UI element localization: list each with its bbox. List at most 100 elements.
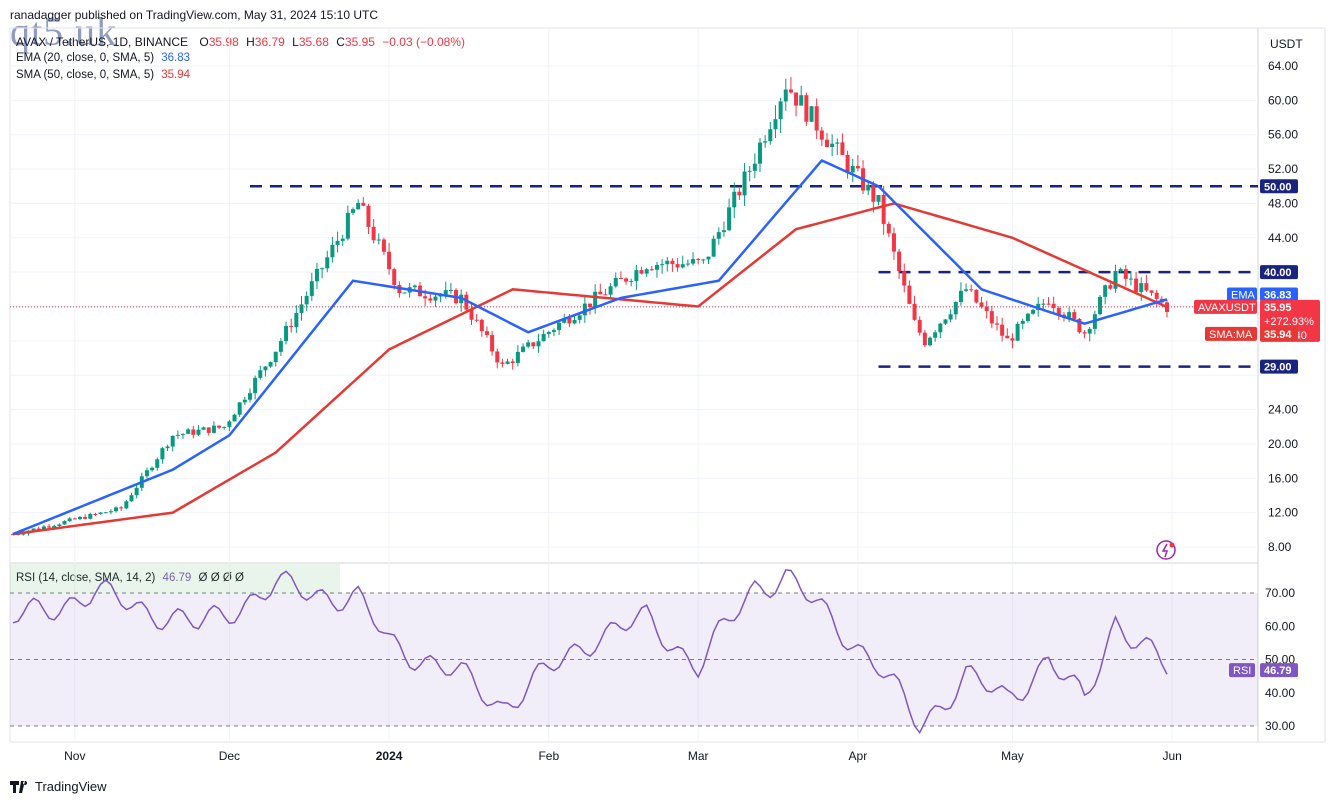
- candle-body: [1041, 303, 1046, 305]
- candle-body: [479, 319, 484, 332]
- candle-body: [284, 325, 289, 342]
- candle-body: [603, 294, 608, 296]
- candle-body: [824, 139, 829, 148]
- candle-body: [356, 202, 361, 210]
- candle-body: [675, 264, 680, 268]
- candle-body: [67, 518, 72, 522]
- candle-body: [639, 270, 644, 274]
- candle-body: [351, 209, 356, 213]
- sma-value-tag-label: 35.94: [1264, 329, 1292, 341]
- sma-name-tag-label: SMA:MA: [1209, 329, 1253, 341]
- candle-body: [114, 507, 119, 512]
- price-tick-label: 24.00: [1268, 403, 1298, 417]
- ema-legend-value: 36.83: [161, 52, 191, 64]
- candle-body: [794, 92, 799, 106]
- alert-clock-icon[interactable]: [1156, 540, 1176, 560]
- candle-body: [72, 518, 77, 520]
- candle-body: [500, 362, 505, 364]
- candle-body: [763, 141, 768, 143]
- candle-body: [381, 239, 386, 252]
- candle-body: [567, 317, 572, 324]
- candle-body: [938, 323, 943, 333]
- candle-body: [52, 525, 57, 528]
- candle-body: [526, 342, 531, 347]
- time-tick-label: May: [1001, 749, 1024, 763]
- time-tick-label: Mar: [688, 749, 709, 763]
- candle-body: [217, 425, 222, 428]
- rsi-extra-2: Ø: [210, 572, 220, 584]
- candle-body: [1000, 324, 1005, 336]
- candle-body: [758, 142, 763, 164]
- candle-body: [206, 427, 211, 433]
- candle-body: [742, 171, 747, 196]
- candle-body: [727, 207, 732, 231]
- candle-body: [752, 163, 757, 171]
- candle-body: [593, 291, 598, 308]
- candle-body: [119, 507, 124, 509]
- rsi-tick-label: 60.00: [1265, 619, 1295, 633]
- candle-body: [1056, 308, 1061, 315]
- rsi-tick-label: 70.00: [1265, 586, 1295, 600]
- rsi-tick-label: 50.00: [1265, 653, 1295, 667]
- high-value: 36.79: [254, 35, 285, 49]
- candle-body: [701, 259, 706, 261]
- candle-body: [309, 281, 314, 296]
- watermark: qt5.uk: [10, 9, 118, 54]
- candle-body: [582, 303, 587, 316]
- candle-body: [258, 370, 263, 378]
- candle-body: [181, 433, 186, 435]
- candle-body: [732, 191, 737, 208]
- candle-body: [845, 154, 850, 173]
- price-tick-label: 44.00: [1268, 231, 1298, 245]
- open-value: 35.98: [208, 35, 239, 49]
- candle-body: [928, 337, 933, 346]
- sma-legend[interactable]: SMA (50, close, 0, SMA, 5) 35.94: [16, 69, 190, 81]
- candle-body: [469, 309, 474, 320]
- candle-body: [1031, 309, 1036, 314]
- candle-body: [830, 143, 835, 148]
- candle-body: [361, 202, 366, 206]
- candle-body: [1010, 338, 1015, 341]
- sma50-line: [12, 202, 1168, 536]
- candle-body: [747, 170, 752, 172]
- candle-body: [335, 240, 340, 245]
- sma-name-tag: [1205, 326, 1257, 341]
- candle-body: [314, 268, 319, 282]
- candle-body: [634, 270, 639, 282]
- close-value: 35.95: [344, 35, 375, 49]
- candle-body: [196, 429, 201, 435]
- rsi-value-tag-label: 46.79: [1264, 665, 1292, 677]
- candle-body: [464, 294, 469, 310]
- candle-body: [670, 260, 675, 265]
- candle-body: [376, 239, 381, 241]
- rsi-legend[interactable]: RSI (14, close, SMA, 14, 2) 46.79 Ø Ø Ø …: [16, 572, 244, 584]
- candle-body: [665, 260, 670, 265]
- tradingview-logo[interactable]: TradingView: [10, 779, 107, 794]
- currency-label[interactable]: USDT: [1270, 37, 1303, 51]
- candle-body: [392, 269, 397, 285]
- candle-body: [299, 304, 304, 313]
- ema-legend[interactable]: EMA (20, close, 0, SMA, 5) 36.83: [16, 52, 190, 64]
- candle-body: [273, 351, 278, 363]
- low-value: 35.68: [298, 35, 329, 49]
- chart-frame: [9, 27, 1326, 743]
- candle-body: [186, 429, 191, 434]
- candle-body: [144, 470, 149, 477]
- candle-body: [402, 292, 407, 294]
- price-tick-label: 64.00: [1268, 59, 1298, 73]
- rsi-legend-value: 46.79: [162, 572, 192, 584]
- candle-body: [531, 342, 536, 347]
- candle-body: [1025, 313, 1030, 321]
- candle-body: [1103, 285, 1108, 297]
- candle-body: [387, 251, 392, 270]
- candle-body: [876, 194, 881, 202]
- price-tick-label: 16.00: [1268, 471, 1298, 485]
- candle-body: [629, 281, 634, 283]
- rsi-name-tag-label: RSI: [1233, 665, 1251, 677]
- price-tick-label: 52.00: [1268, 162, 1298, 176]
- last-price-tag-value: 35.95: [1264, 302, 1292, 314]
- level-tag-label: 50.00: [1264, 181, 1292, 193]
- ema-value-tag: [1260, 287, 1298, 302]
- symbol-name[interactable]: AVAX / TetherUS, 1D, BINANCE: [16, 35, 189, 49]
